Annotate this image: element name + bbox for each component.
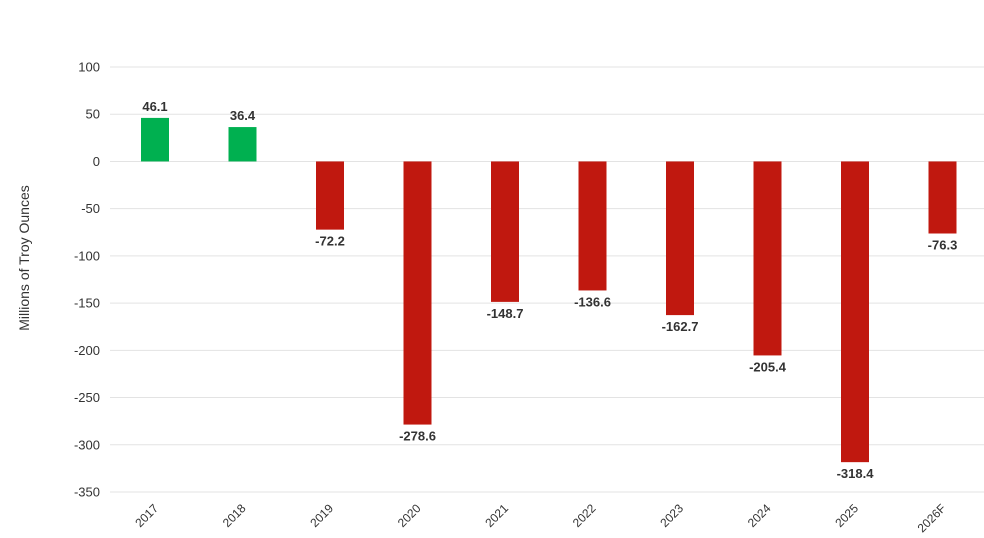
x-tick-label: 2019 — [307, 501, 336, 530]
data-label-2021: -148.7 — [487, 306, 524, 321]
x-tick-label: 2017 — [132, 501, 161, 530]
bar-2017 — [141, 117, 169, 162]
y-tick-label: -100 — [74, 248, 100, 263]
data-label-2024: -205.4 — [749, 359, 787, 374]
bar-2019 — [316, 161, 344, 230]
bar-2018 — [228, 127, 257, 162]
y-tick-label: -300 — [74, 437, 100, 452]
x-tick-label: 2021 — [482, 501, 511, 530]
bar-2023 — [666, 161, 694, 316]
y-tick-label: -250 — [74, 390, 100, 405]
bar-2021 — [491, 161, 519, 302]
data-label-2025: -318.4 — [837, 466, 875, 481]
x-tick-label: 2020 — [395, 501, 424, 530]
data-label-2018: 36.4 — [230, 108, 256, 123]
bar-2022 — [578, 161, 607, 291]
y-tick-label: -50 — [81, 201, 100, 216]
x-tick-label: 2018 — [220, 501, 249, 530]
x-axis-ticks: 2017 2018 2019 2020 2021 2022 2023 2024 2025 2026… — [132, 501, 948, 535]
bar-2024 — [753, 161, 782, 356]
bar-2025 — [841, 161, 869, 463]
data-label-2020: -278.6 — [399, 429, 436, 444]
x-tick-label: 2023 — [657, 501, 686, 530]
y-tick-label: 0 — [93, 154, 100, 169]
y-tick-label: 50 — [86, 107, 100, 122]
x-tick-label: 2026F — [915, 501, 949, 535]
data-label-2026F: -76.3 — [928, 238, 958, 253]
x-tick-label: 2025 — [832, 501, 861, 530]
y-tick-label: -350 — [74, 485, 100, 500]
x-tick-label: 2024 — [745, 501, 774, 530]
data-label-2022: -136.6 — [574, 294, 611, 309]
data-label-2017: 46.1 — [142, 99, 167, 114]
y-tick-label: -200 — [74, 343, 100, 358]
bar-2020 — [403, 161, 432, 425]
data-label-2019: -72.2 — [315, 234, 345, 249]
bars — [141, 117, 957, 463]
y-axis-label: Millions of Troy Ounces — [16, 185, 32, 331]
y-tick-label: -150 — [74, 296, 100, 311]
data-labels: 46.1 36.4 -72.2 -278.6 -148.7 -136.6 -162.7 -20… — [142, 99, 957, 481]
data-label-2023: -162.7 — [662, 319, 699, 334]
bar-2026F — [928, 161, 957, 234]
y-axis-ticks: 100 50 0 -50 -100 -150 -200 -250 -300 -350 — [74, 60, 100, 500]
y-tick-label: 100 — [78, 60, 100, 75]
x-tick-label: 2022 — [570, 501, 599, 530]
